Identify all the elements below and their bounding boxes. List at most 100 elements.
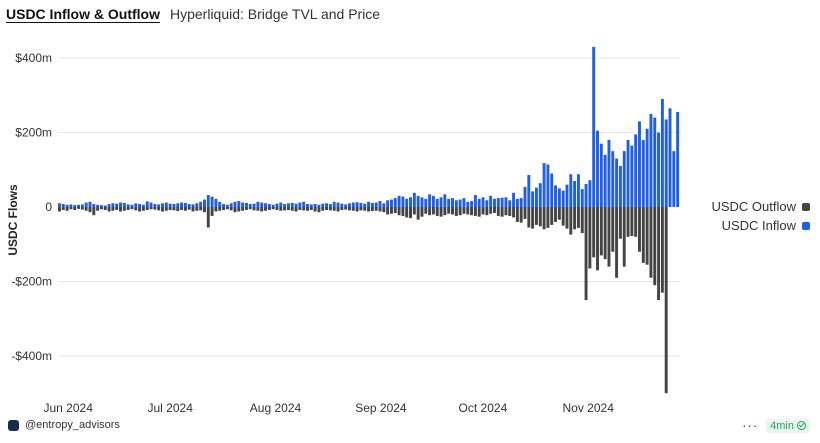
- outflow-bar: [164, 207, 168, 211]
- legend-item-inflow[interactable]: USDC Inflow: [711, 216, 810, 235]
- inflow-bar: [225, 204, 229, 207]
- author-handle[interactable]: @entropy_advisors: [25, 419, 120, 431]
- outflow-bar: [557, 207, 561, 220]
- inflow-bar: [84, 202, 88, 207]
- inflow-bar: [527, 174, 531, 207]
- inflow-bar: [592, 46, 596, 207]
- inflow-bar: [420, 197, 424, 207]
- outflow-bar: [481, 207, 485, 215]
- inflow-bar: [283, 204, 287, 207]
- refresh-age: 4min: [770, 419, 794, 432]
- outflow-bar: [527, 207, 531, 228]
- inflow-bar: [634, 134, 638, 207]
- refresh-badge[interactable]: 4min: [766, 418, 810, 433]
- y-tick-label: -$200m: [11, 275, 52, 289]
- inflow-bar: [462, 198, 466, 207]
- inflow-bar: [294, 203, 298, 207]
- inflow-bar: [370, 202, 374, 207]
- outflow-bar: [69, 207, 73, 210]
- inflow-bar: [473, 195, 477, 207]
- inflow-bar: [672, 151, 676, 208]
- outflow-bar: [645, 207, 649, 265]
- inflow-bar: [275, 203, 279, 207]
- outflow-bar: [576, 207, 580, 228]
- outflow-bar: [393, 207, 397, 213]
- x-tick-label: Jun 2024: [44, 401, 94, 415]
- inflow-bar: [130, 204, 134, 207]
- legend-swatch-outflow: [802, 202, 810, 211]
- outflow-bar: [378, 207, 382, 212]
- inflow-bar: [286, 203, 290, 208]
- outflow-bar: [233, 207, 237, 213]
- outflow-bar: [389, 207, 393, 214]
- outflow-bar: [306, 207, 309, 211]
- outflow-bar: [168, 207, 172, 210]
- inflow-bar: [344, 204, 348, 207]
- outflow-bar: [248, 207, 252, 210]
- inflow-bar: [237, 201, 241, 207]
- outflow-bar: [80, 207, 84, 210]
- inflow-bar: [649, 113, 653, 208]
- outflow-bar: [187, 207, 191, 210]
- outflow-bar: [363, 207, 367, 211]
- outflow-bar: [222, 207, 226, 210]
- inflow-bar: [397, 195, 401, 207]
- inflow-bar: [88, 201, 92, 207]
- outflow-bar: [161, 207, 164, 212]
- outflow-bar: [630, 207, 634, 237]
- outflow-bar: [500, 207, 504, 217]
- outflow-bar: [244, 207, 248, 210]
- outflow-bar: [134, 207, 138, 211]
- outflow-bar: [622, 207, 626, 267]
- inflow-bar: [195, 203, 199, 208]
- outflow-bar: [538, 207, 542, 227]
- outflow-bar: [275, 207, 279, 210]
- inflow-bar: [496, 198, 500, 207]
- inflow-bar: [65, 204, 69, 207]
- outflow-bar: [641, 207, 645, 263]
- outflow-bar: [458, 207, 462, 216]
- inflow-bar: [489, 195, 493, 207]
- outflow-bar: [180, 207, 184, 210]
- inflow-bar: [351, 202, 355, 207]
- check-circle-icon: [797, 421, 806, 430]
- inflow-bar: [531, 191, 535, 207]
- inflow-bar: [145, 201, 149, 207]
- inflow-bar: [134, 203, 138, 208]
- x-tick-label: Jul 2024: [148, 401, 194, 415]
- more-options-icon[interactable]: ···: [742, 418, 759, 433]
- inflow-bar: [443, 194, 447, 207]
- outflow-bar: [435, 207, 439, 216]
- outflow-bar: [554, 207, 557, 222]
- inflow-bar: [149, 202, 153, 207]
- inflow-bar: [447, 198, 451, 208]
- inflow-bar: [557, 188, 561, 208]
- inflow-bar: [573, 180, 577, 207]
- inflow-bar: [561, 190, 565, 207]
- outflow-bar: [302, 207, 306, 211]
- legend-item-outflow[interactable]: USDC Outflow: [711, 197, 810, 216]
- inflow-bar: [405, 198, 409, 208]
- outflow-bar: [206, 207, 210, 228]
- chart-title-link[interactable]: USDC Inflow & Outflow: [6, 6, 160, 22]
- inflow-bar: [161, 203, 164, 208]
- outflow-bar: [504, 207, 508, 216]
- inflow-bar: [176, 203, 180, 208]
- outflow-bar: [183, 207, 187, 211]
- outflow-bar: [290, 207, 294, 211]
- inflow-bar: [164, 202, 168, 207]
- outflow-bar: [122, 207, 126, 211]
- inflow-bar: [359, 202, 363, 207]
- outflow-bar: [634, 207, 638, 237]
- inflow-bar: [401, 196, 405, 207]
- inflow-bar: [428, 194, 432, 207]
- inflow-bar: [550, 173, 554, 207]
- outflow-bar: [370, 207, 374, 212]
- inflow-bar: [523, 186, 527, 207]
- outflow-bar: [664, 207, 668, 394]
- inflow-bar: [115, 203, 119, 207]
- outflow-bar: [225, 207, 229, 210]
- outflow-bar: [237, 207, 241, 212]
- inflow-bar: [260, 202, 264, 207]
